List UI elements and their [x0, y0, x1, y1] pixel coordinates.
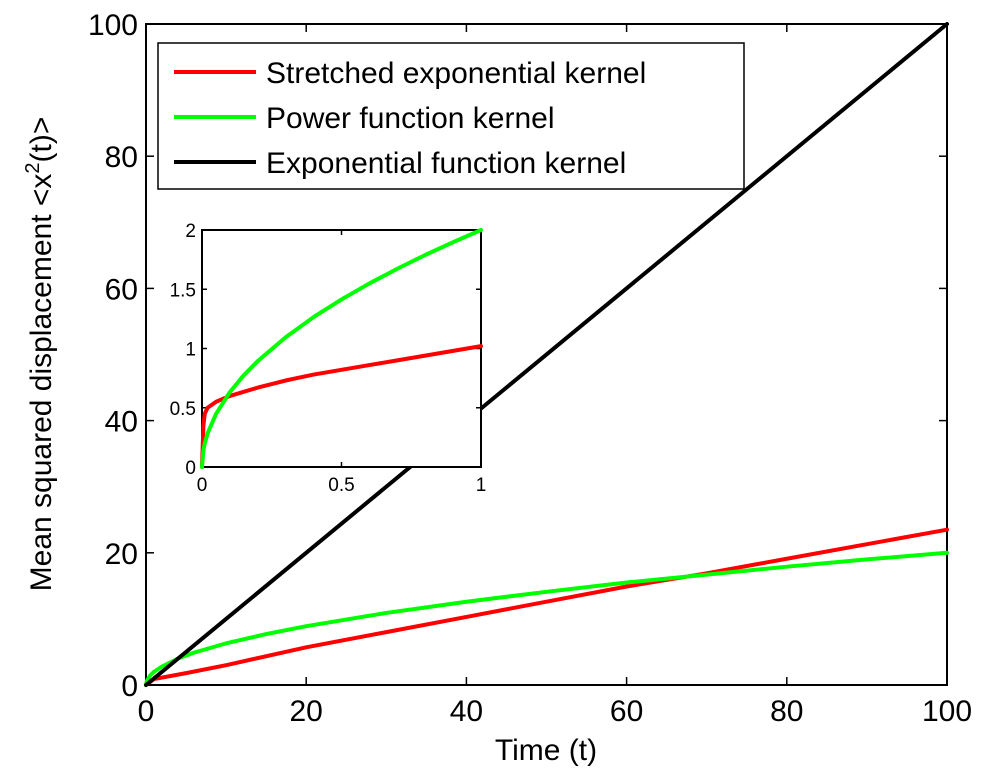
x-tick-label: 0.5	[328, 475, 354, 496]
inset-ticks: 0 0.5 1 0 0.5 1 1.5 2	[170, 221, 487, 496]
series-line-0	[144, 527, 949, 687]
series-line-1	[200, 228, 483, 469]
y-tick-label: 40	[105, 406, 138, 439]
legend-label-1: Power function kernel	[266, 102, 555, 135]
y-tick-label: 2	[185, 221, 196, 242]
y-tick-label: 60	[105, 273, 138, 306]
x-tick-label: 1	[476, 475, 487, 496]
y-axis-label-tail: (t)>	[25, 117, 58, 163]
y-tick-label: 0.5	[170, 399, 196, 420]
y-axis-label: Mean squared displacement <x2(t)>	[22, 117, 58, 592]
y-tick-label: 100	[88, 9, 138, 42]
x-tick-label: 60	[610, 695, 643, 728]
y-axis-label-superscript: 2	[22, 162, 44, 173]
y-tick-label: 80	[105, 141, 138, 174]
y-tick-label: 20	[105, 538, 138, 571]
main-series	[144, 22, 949, 687]
x-tick-label: 0	[197, 475, 208, 496]
x-tick-label: 80	[770, 695, 803, 728]
series-line-0	[200, 344, 483, 469]
legend-label-2: Exponential function kernel	[266, 147, 626, 180]
inset-plot-frame	[201, 229, 482, 468]
y-tick-label: 1.5	[170, 280, 196, 301]
x-tick-label: 40	[450, 695, 483, 728]
series-line-2	[144, 22, 949, 687]
x-tick-label: 20	[290, 695, 323, 728]
y-tick-label: 1	[185, 340, 196, 361]
inset-axes: 0 0.5 1 0 0.5 1 1.5 2	[170, 221, 487, 496]
inset-series	[200, 228, 483, 469]
x-tick-label: 0	[138, 695, 155, 728]
y-tick-label: 0	[185, 458, 196, 479]
y-tick-label: 0	[121, 670, 138, 703]
legend-label-0: Stretched exponential kernel	[266, 57, 646, 90]
y-axis-label-main: Mean squared displacement <x	[25, 174, 58, 592]
x-tick-label: 100	[922, 695, 972, 728]
legend-items: Stretched exponential kernel Power functi…	[174, 57, 646, 180]
legend: Stretched exponential kernel Power functi…	[157, 42, 745, 190]
series-line-1	[144, 550, 949, 687]
x-axis-label: Time (t)	[495, 734, 597, 767]
